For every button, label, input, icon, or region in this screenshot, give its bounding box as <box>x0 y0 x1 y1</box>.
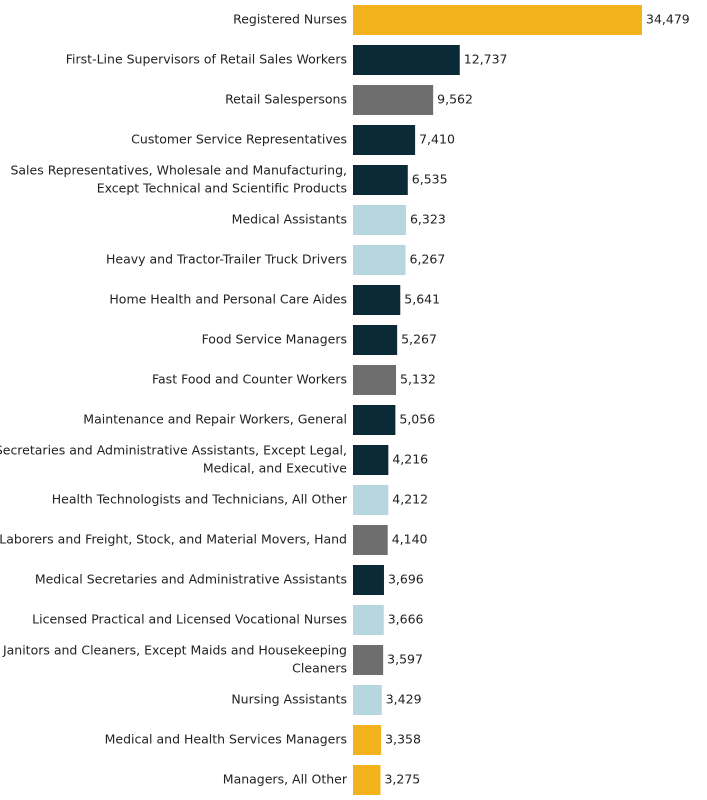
category-label: Fast Food and Counter Workers <box>152 372 347 387</box>
bar <box>353 85 434 115</box>
value-label: 34,479 <box>646 12 690 27</box>
category-label: Licensed Practical and Licensed Vocation… <box>32 612 347 627</box>
value-label: 3,666 <box>388 612 424 627</box>
value-label: 6,535 <box>412 172 448 187</box>
category-label: Sales Representatives, Wholesale and Man… <box>10 163 347 196</box>
value-label: 4,140 <box>392 532 428 547</box>
bar <box>353 245 406 275</box>
category-label: Registered Nurses <box>233 12 347 27</box>
bar <box>353 405 396 435</box>
category-label: Medical Secretaries and Administrative A… <box>35 572 347 587</box>
bar <box>353 525 388 555</box>
value-label: 5,267 <box>401 332 437 347</box>
value-label: 3,358 <box>385 732 421 747</box>
bar <box>353 205 406 235</box>
bar <box>353 765 381 795</box>
category-label: Medical Assistants <box>232 212 347 227</box>
value-label: 7,410 <box>419 132 455 147</box>
category-label: Health Technologists and Technicians, Al… <box>52 492 348 507</box>
bar <box>353 725 382 755</box>
category-label: Home Health and Personal Care Aides <box>109 292 347 307</box>
value-label: 12,737 <box>464 52 508 67</box>
bar <box>353 45 460 75</box>
value-label: 5,056 <box>399 412 435 427</box>
bar <box>353 365 397 395</box>
category-label: Laborers and Freight, Stock, and Materia… <box>0 532 347 547</box>
value-label: 4,216 <box>392 452 428 467</box>
bar <box>353 645 384 675</box>
category-label: Secretaries and Administrative Assistant… <box>0 443 347 476</box>
bar <box>353 5 642 35</box>
value-label: 3,597 <box>387 652 423 667</box>
value-label: 4,212 <box>392 492 428 507</box>
category-label: Customer Service Representatives <box>131 132 347 147</box>
bar <box>353 605 384 635</box>
category-label: Food Service Managers <box>202 332 347 347</box>
value-label: 5,641 <box>404 292 440 307</box>
bar <box>353 485 389 515</box>
category-label: Heavy and Tractor-Trailer Truck Drivers <box>106 252 347 267</box>
value-label: 3,696 <box>388 572 424 587</box>
bar <box>353 685 382 715</box>
category-label: Nursing Assistants <box>231 692 347 707</box>
bar <box>353 325 398 355</box>
bar <box>353 445 389 475</box>
category-label: Janitors and Cleaners, Except Maids and … <box>2 643 347 676</box>
bar <box>353 125 416 155</box>
category-label: Retail Salespersons <box>225 92 347 107</box>
value-label: 9,562 <box>437 92 473 107</box>
category-label: Managers, All Other <box>223 772 348 787</box>
category-label: Medical and Health Services Managers <box>105 732 347 747</box>
value-label: 6,267 <box>410 252 446 267</box>
category-label: First-Line Supervisors of Retail Sales W… <box>66 52 347 67</box>
bar <box>353 565 384 595</box>
category-label: Maintenance and Repair Workers, General <box>83 412 347 427</box>
value-label: 6,323 <box>410 212 446 227</box>
value-label: 5,132 <box>400 372 436 387</box>
bar <box>353 285 401 315</box>
value-label: 3,429 <box>386 692 422 707</box>
bar <box>353 165 408 195</box>
value-label: 3,275 <box>384 772 420 787</box>
